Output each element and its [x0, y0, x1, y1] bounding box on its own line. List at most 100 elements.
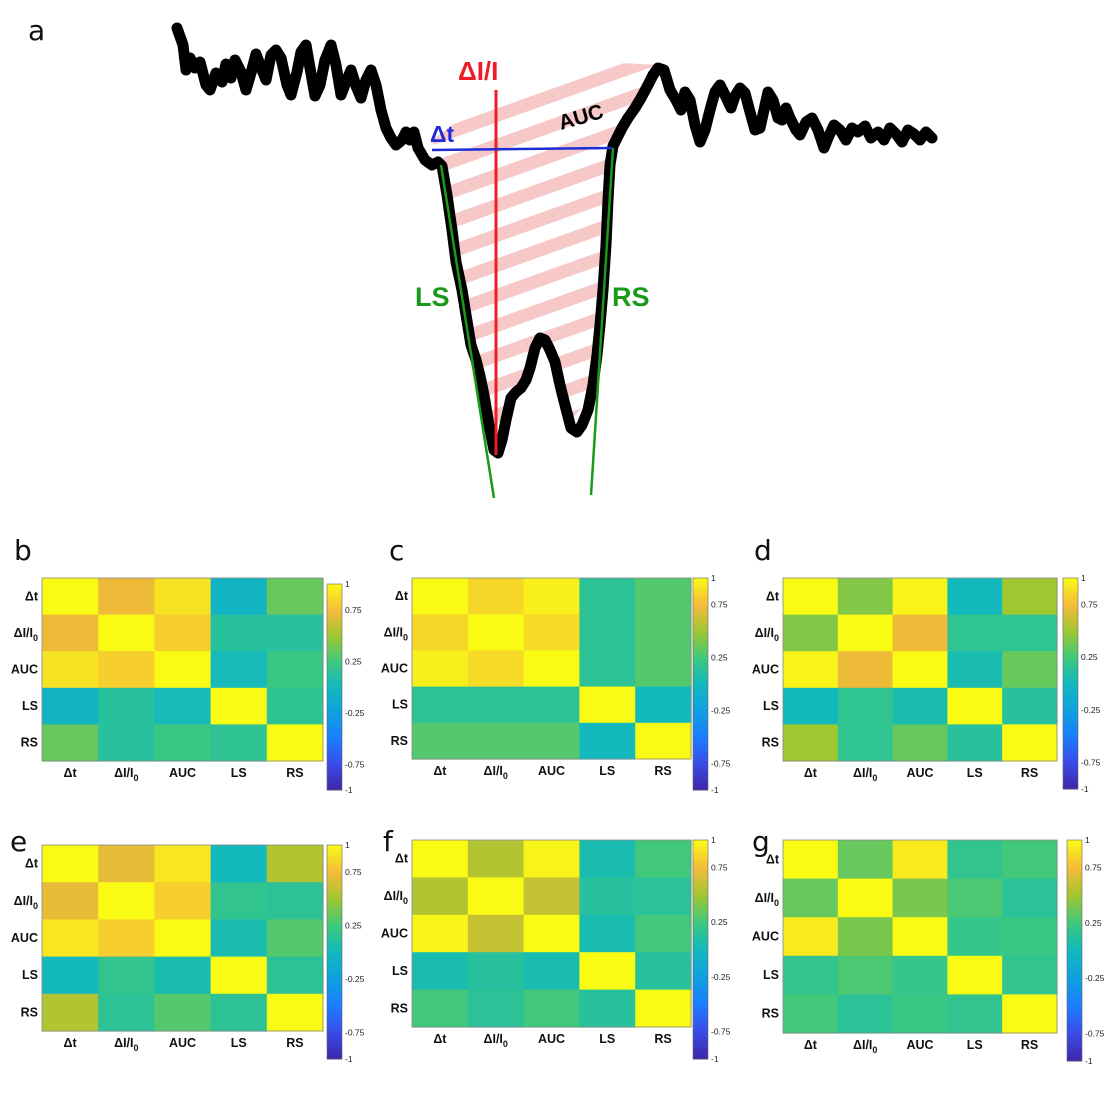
heatmap-cell: [892, 651, 948, 689]
colorbar-segment: [327, 1037, 342, 1042]
colorbar-segment: [1063, 753, 1078, 758]
colorbar-segment: [693, 1051, 708, 1056]
current-trace: [171, 22, 938, 459]
colorbar-segment: [327, 980, 342, 985]
heatmap-cell: [98, 614, 155, 652]
colorbar-segment: [1063, 627, 1078, 632]
colorbar-segment: [1063, 630, 1078, 635]
colorbar-segment: [693, 655, 708, 660]
x-tick-label: LS: [967, 1038, 983, 1052]
hatch-stripe: [432, 373, 660, 455]
heatmap-cell: [947, 651, 1003, 689]
y-tick-label: AUC: [11, 931, 38, 945]
colorbar-segment: [693, 754, 708, 759]
heatmap-cell: [783, 651, 839, 689]
colorbar-frame: [326, 583, 343, 791]
colorbar-segment: [1063, 588, 1078, 593]
colorbar-segment: [1063, 578, 1078, 583]
colorbar-segment: [1067, 1009, 1082, 1014]
colorbar-segment: [1063, 620, 1078, 625]
x-tick-label: Δt: [64, 1036, 78, 1050]
heatmap-cell: [523, 614, 580, 651]
panel-letter-f: f: [383, 825, 394, 858]
colorbar-segment: [1067, 991, 1082, 996]
y-tick-label: ΔI/I0: [384, 889, 408, 906]
colorbar-segment: [1063, 641, 1078, 646]
y-tick-label: RS: [391, 734, 408, 748]
heatmap-cell: [98, 724, 155, 762]
colorbar-tick-label: 1: [1085, 835, 1090, 845]
colorbar-segment: [693, 673, 708, 678]
colorbar-segment: [693, 705, 708, 710]
colorbar-segment: [693, 847, 708, 852]
dwell-time-label: Δt: [430, 121, 455, 147]
heatmap-cell: [523, 722, 580, 760]
heatmap-cell: [947, 994, 1003, 1034]
heatmap-cell: [635, 877, 692, 916]
colorbar-segment: [1063, 694, 1078, 699]
colorbar-segment: [1063, 697, 1078, 702]
heatmap-cell: [467, 722, 525, 760]
y-tick-label: Δt: [766, 589, 780, 603]
colorbar-segment: [1067, 1053, 1082, 1058]
heatmap-cell: [154, 614, 212, 652]
colorbar-segment: [1063, 757, 1078, 762]
colorbar-segment: [1063, 725, 1078, 730]
colorbar-segment: [327, 959, 342, 964]
colorbar-segment: [693, 722, 708, 727]
colorbar-segment: [1067, 902, 1082, 907]
colorbar-segment: [1063, 687, 1078, 692]
heatmap-panel-b: b Δt ΔI/I0 AUC LS RS Δt ΔI/I0 AUC LS RS 1 0.75 0.25 -0…: [11, 534, 365, 795]
colorbar-tick-label: 1: [345, 579, 350, 589]
colorbar-segment: [1067, 884, 1082, 889]
x-tick-label: LS: [599, 764, 615, 778]
panel-a-event-schematic: a ΔI/I Δt AUC LS RS: [28, 14, 938, 499]
colorbar-segment: [693, 960, 708, 965]
heatmap-cell: [266, 993, 324, 1032]
x-tick-label: RS: [1021, 1038, 1038, 1052]
colorbar-segment: [1063, 595, 1078, 600]
colorbar-frame: [692, 839, 709, 1060]
colorbar-segment: [327, 994, 342, 999]
colorbar-segment: [1067, 932, 1082, 937]
colorbar-segment: [327, 687, 342, 691]
heatmap-cell: [154, 651, 212, 689]
colorbar-segment: [1067, 983, 1082, 988]
colorbar-segment: [327, 752, 342, 757]
colorbar-segment: [327, 735, 342, 739]
heatmap-cell: [266, 614, 324, 652]
colorbar-segment: [693, 1015, 708, 1020]
colorbar-segment: [327, 866, 342, 871]
colorbar-segment: [1067, 917, 1082, 922]
colorbar-segment: [327, 783, 342, 788]
colorbar-segment: [693, 662, 708, 667]
heatmap-cell: [579, 686, 636, 724]
heatmap-cell: [523, 989, 580, 1028]
colorbar-segment: [327, 1030, 342, 1035]
x-tick-label: LS: [231, 766, 247, 780]
heatmap-cell: [947, 840, 1003, 880]
colorbar-segment: [693, 701, 708, 706]
heatmap-cell: [412, 877, 469, 916]
colorbar-tick-label: 0.75: [1085, 863, 1102, 873]
colorbar-segment: [327, 973, 342, 978]
heatmap-cell: [892, 614, 948, 652]
heatmap-cell: [42, 882, 99, 920]
colorbar-segment: [693, 916, 708, 921]
heatmap-cell: [837, 724, 894, 762]
colorbar-tick-label: 0.25: [345, 920, 362, 930]
colorbar-segment: [1063, 644, 1078, 649]
colorbar-segment: [327, 962, 342, 967]
colorbar-segment: [1063, 683, 1078, 688]
colorbar-segment: [327, 1023, 342, 1028]
colorbar-segment: [1067, 972, 1082, 977]
colorbar-segment: [1067, 880, 1082, 885]
heatmap-cell: [837, 917, 894, 957]
y-tick-label: RS: [391, 1001, 408, 1015]
colorbar-segment: [1063, 648, 1078, 653]
colorbar-segment: [327, 1055, 342, 1060]
heatmap-cell: [210, 993, 268, 1032]
colorbar-segment: [327, 604, 342, 609]
colorbar-segment: [327, 991, 342, 996]
